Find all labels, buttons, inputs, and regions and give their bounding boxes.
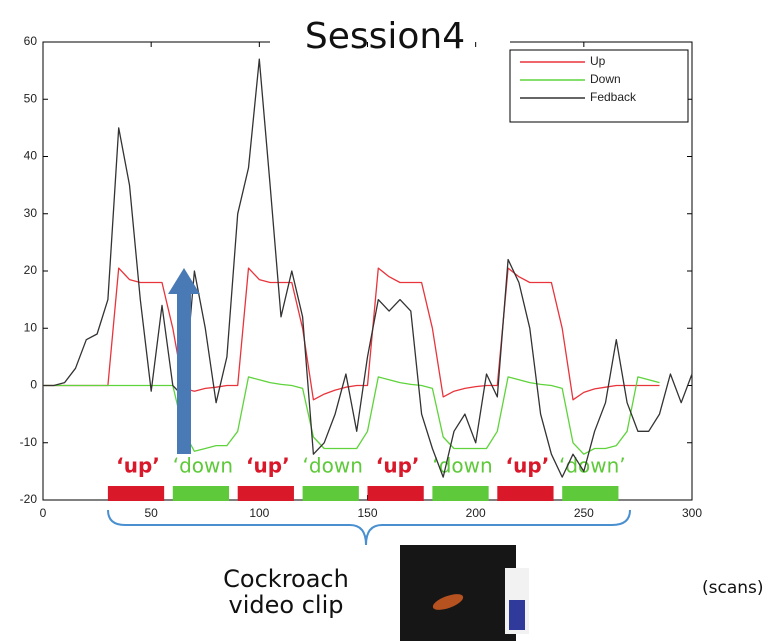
x-tick-label: 150 xyxy=(357,506,377,520)
condition-label: ‘down xyxy=(303,454,363,478)
condition-block xyxy=(562,486,619,501)
bracket xyxy=(107,509,631,546)
chart-title: Session4 xyxy=(305,16,465,57)
legend: Up Down Fedback xyxy=(509,49,689,123)
condition-label: ‘up’ xyxy=(116,454,160,478)
clip-label: video clip xyxy=(229,591,344,619)
clip-label: Cockroach xyxy=(223,565,349,593)
y-tick-label: 40 xyxy=(24,149,38,163)
x-tick-label: 250 xyxy=(574,506,594,520)
condition-block xyxy=(302,486,359,501)
arrow-head xyxy=(168,268,200,294)
legend-label: Fedback xyxy=(590,90,637,104)
condition-label: ‘up’ xyxy=(376,454,420,478)
y-tick-label: 30 xyxy=(24,206,38,220)
x-tick-label: 50 xyxy=(144,506,158,520)
cockroach xyxy=(432,594,464,610)
x-tick-label: 200 xyxy=(466,506,486,520)
legend-label: Down xyxy=(590,72,621,86)
condition-block xyxy=(432,486,489,501)
video-frame xyxy=(400,545,516,641)
condition-block xyxy=(497,486,554,501)
condition-block xyxy=(367,486,424,501)
x-tick-label: 0 xyxy=(40,506,47,520)
condition-label: ‘down xyxy=(173,454,233,478)
condition-label: ‘down’ xyxy=(559,454,626,478)
series-line xyxy=(43,267,660,401)
y-tick-label: 20 xyxy=(24,263,38,277)
x-tick-label: 300 xyxy=(682,506,702,520)
gauge-fill xyxy=(509,600,525,630)
arrow xyxy=(168,268,200,454)
condition-block xyxy=(237,486,294,501)
y-tick-label: 0 xyxy=(30,378,37,392)
title-backdrop xyxy=(270,10,510,60)
y-tick-label: -20 xyxy=(20,492,38,506)
condition-block xyxy=(107,486,165,501)
x-axis-label: (scans) xyxy=(702,578,764,598)
y-tick-label: 10 xyxy=(24,320,38,334)
condition-label: ‘up’ xyxy=(506,454,550,478)
y-tick-label: 50 xyxy=(24,91,38,105)
series-line xyxy=(43,376,660,455)
legend-label: Up xyxy=(590,54,606,68)
y-tick-label: -10 xyxy=(20,435,38,449)
condition-block xyxy=(172,486,230,501)
arrow-shaft xyxy=(177,292,191,454)
y-tick-label: 60 xyxy=(24,34,38,48)
x-tick-label: 100 xyxy=(249,506,269,520)
condition-label: ‘up’ xyxy=(246,454,290,478)
series-line xyxy=(43,58,693,478)
video-thumbnail xyxy=(400,545,529,641)
